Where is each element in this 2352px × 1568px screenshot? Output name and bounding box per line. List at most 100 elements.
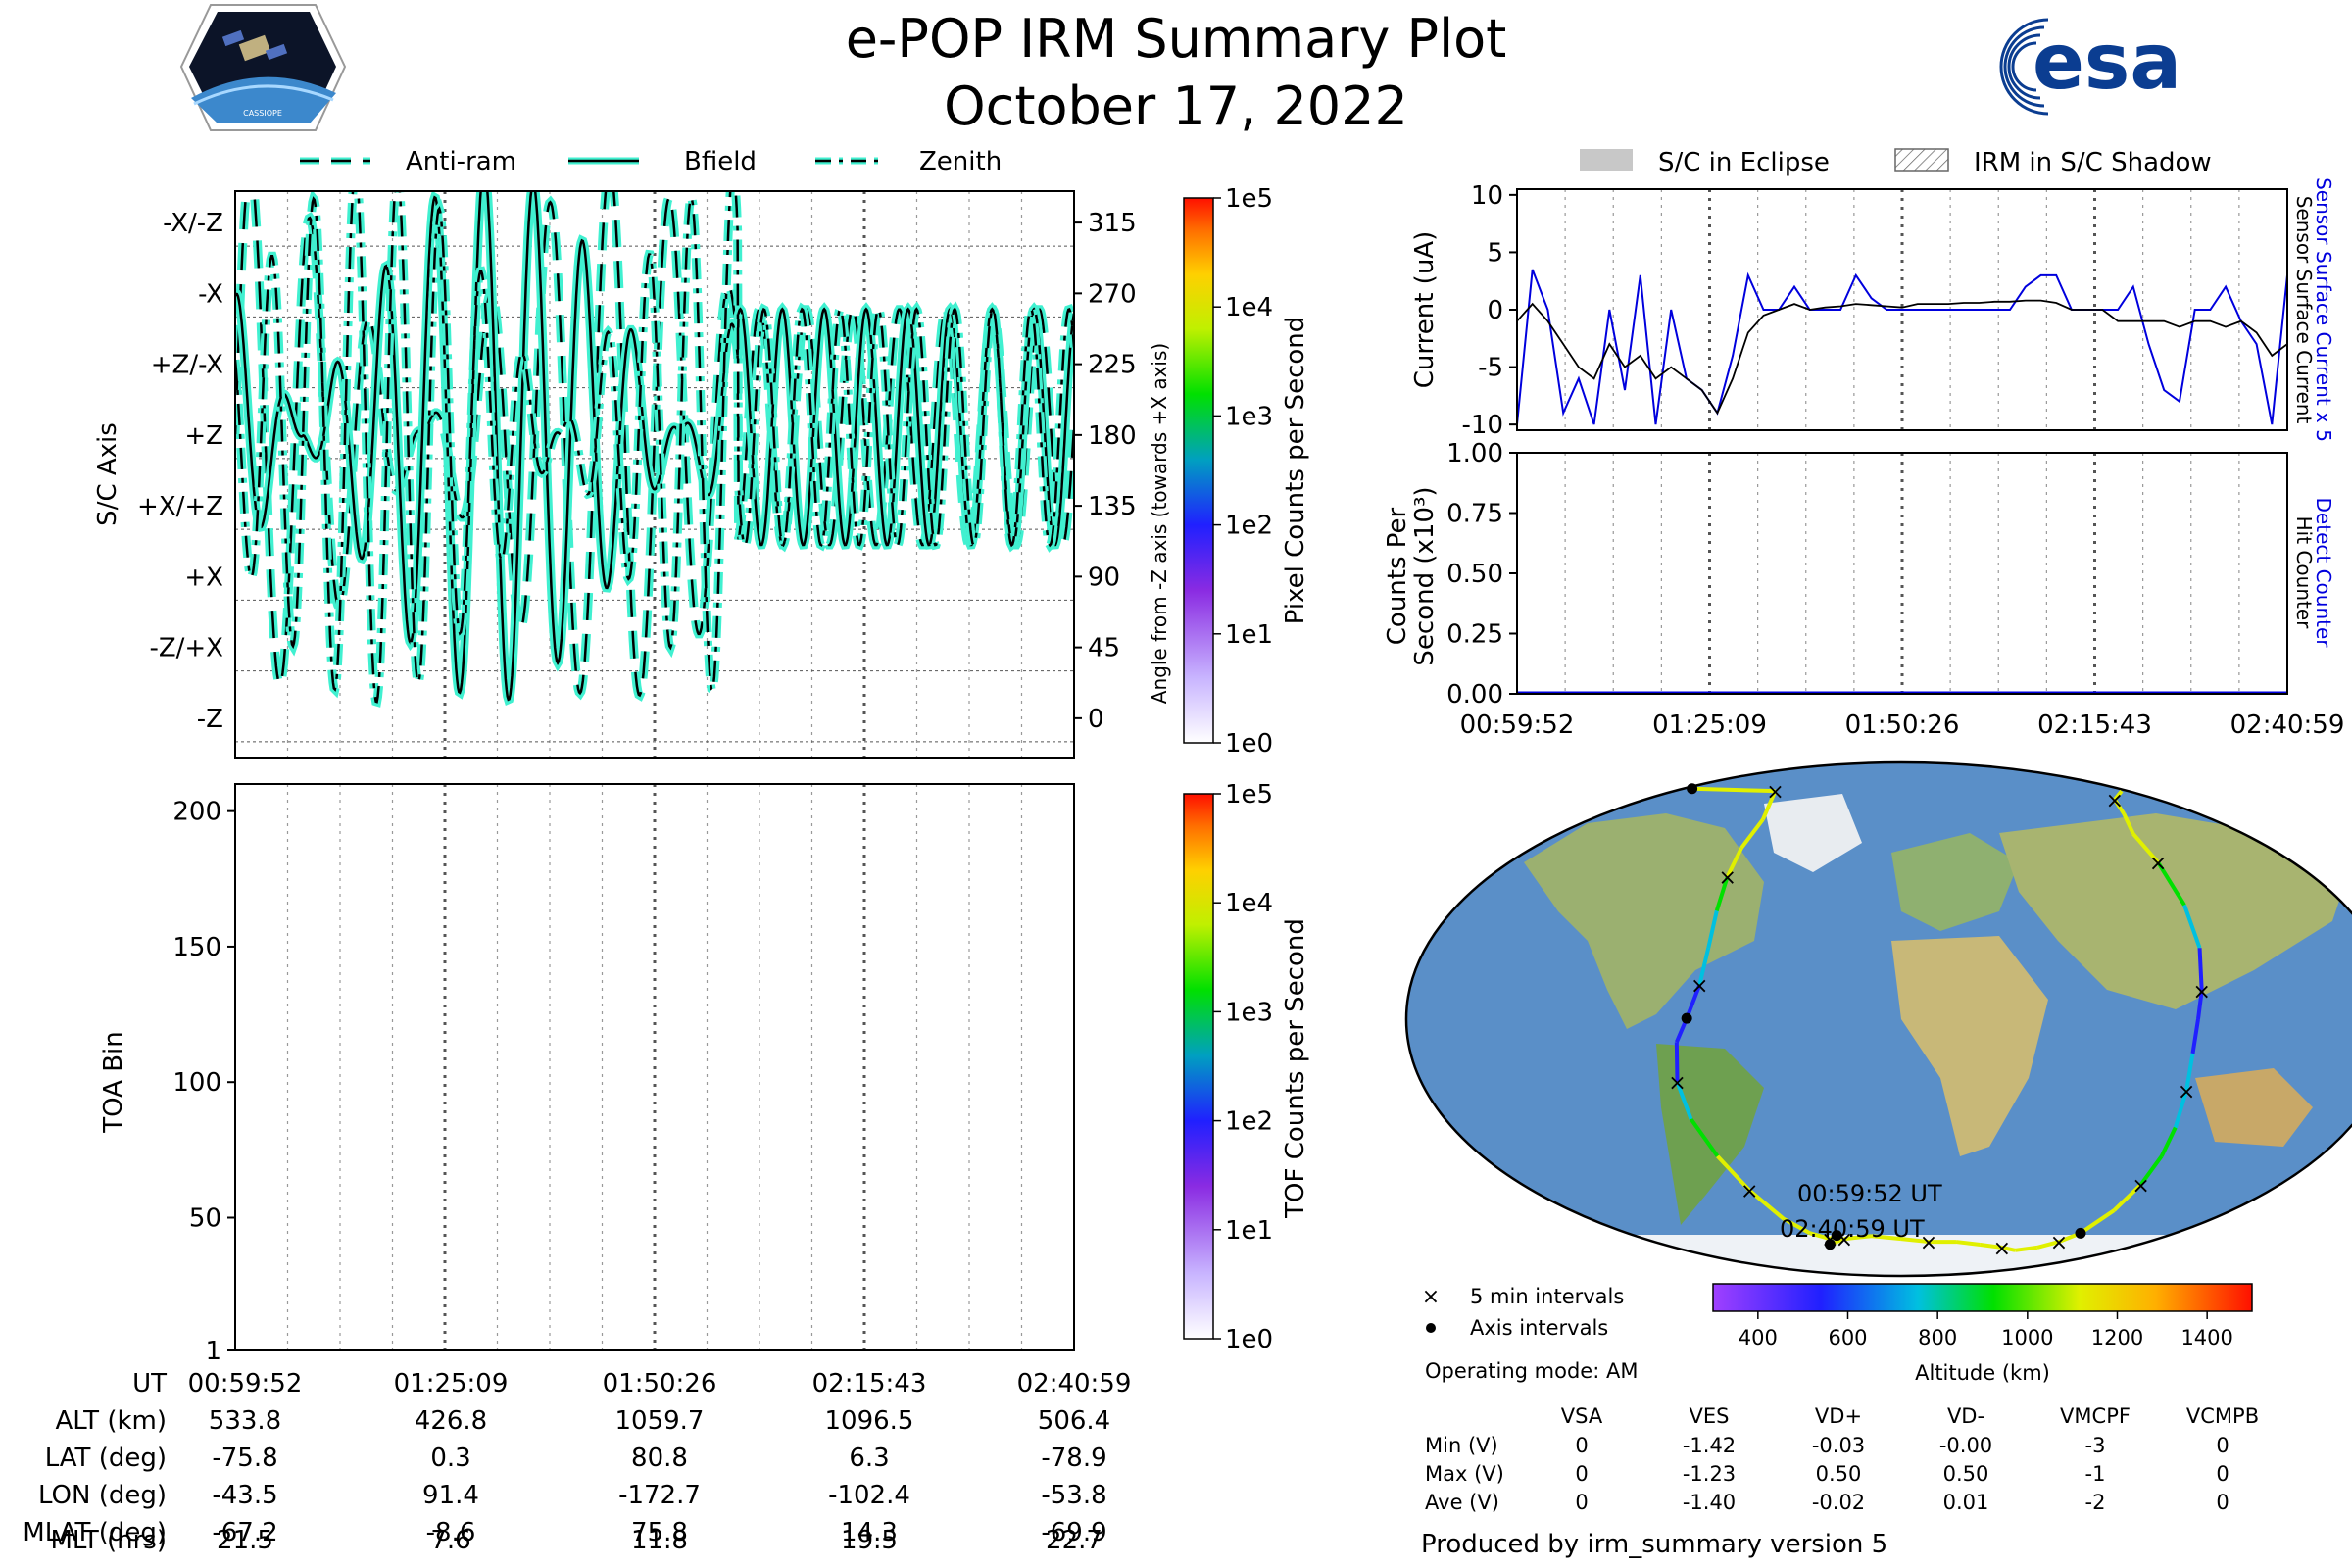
counts-tick-label: 0.00 <box>1446 680 1503 710</box>
cassiope-logo-text: CASSIOPE <box>243 109 282 118</box>
ephemeris-cell: 6.3 <box>849 1444 889 1473</box>
track-segment <box>2036 1240 2060 1250</box>
page-title: e-POP IRM Summary Plot <box>846 8 1507 70</box>
shadow-swatch <box>1894 148 1949 172</box>
ephemeris-cell: 21.5 <box>217 1526 273 1555</box>
altitude-tick-label: 1000 <box>2001 1326 2053 1349</box>
track-interval-marker: × <box>2050 1231 2068 1255</box>
voltage-cell: -0.03 <box>1812 1434 1865 1457</box>
colorbar-tick-label: 1e4 <box>1225 293 1273 322</box>
ephemeris-cell: 02:15:43 <box>812 1369 927 1398</box>
tof-frame <box>234 783 1075 1351</box>
track-segment <box>2182 904 2202 949</box>
voltage-row-label: Max (V) <box>1425 1462 1504 1486</box>
tof-grid <box>286 784 1023 1350</box>
attitude-angle-tick: 45 <box>1088 634 1120 663</box>
voltage-cell: 0 <box>1575 1434 1588 1457</box>
attitude-axis-label: -Z <box>197 705 223 734</box>
ephemeris-row-label: LON (deg) <box>38 1481 167 1510</box>
current-left-axis: 10 5 0 -5 -10 <box>1462 181 1517 440</box>
altitude-label: Altitude (km) <box>1915 1361 2050 1385</box>
track-axis-marker <box>1687 783 1698 795</box>
ground-track: ××××××××××××××× <box>1668 780 2211 1261</box>
counts-x-tick-label: 02:40:59 <box>2230 710 2345 740</box>
attitude-axis-label: +X <box>184 563 223 592</box>
operating-mode: Operating mode: AM <box>1425 1359 1638 1383</box>
voltage-cell: -1.40 <box>1683 1491 1736 1514</box>
ephemeris-row-label: MLAT (deg) <box>23 1518 167 1547</box>
north-america <box>1524 813 1764 1029</box>
track-segment <box>2196 990 2204 1020</box>
voltage-row-label: Ave (V) <box>1425 1491 1499 1514</box>
altitude-ticks: 400 600 800 1000 1200 1400 <box>1739 1311 2233 1349</box>
legend-5min: 5 min intervals <box>1470 1285 1624 1308</box>
colorbar-tick-label: 1e2 <box>1225 1107 1273 1137</box>
counts-grid <box>1564 453 2240 694</box>
track-segment <box>1783 1217 1811 1236</box>
counts-tick-label: 0.75 <box>1446 500 1503 529</box>
attitude-axis-label: -X/-Z <box>163 209 223 238</box>
page-date: October 17, 2022 <box>944 75 1408 137</box>
current-tick-label: 0 <box>1487 296 1503 325</box>
ephemeris-cell: 91.4 <box>422 1481 479 1510</box>
tof-ylabel: TOA Bin <box>99 1031 128 1133</box>
track-segment <box>1725 847 1743 878</box>
colorbar-tick-label: 1e1 <box>1225 620 1273 650</box>
ephemeris-cell: 00:59:52 <box>188 1369 303 1398</box>
ephemeris-cell: -67.2 <box>212 1518 277 1547</box>
ephemeris-cell: -53.8 <box>1041 1481 1106 1510</box>
attitude-curves <box>235 191 1074 708</box>
legend-axis: Axis intervals <box>1470 1316 1608 1340</box>
current-x5-line <box>1517 269 2287 425</box>
attitude-angle-tick: 270 <box>1088 279 1137 309</box>
current-right-label-black: Sensor Surface Current <box>2292 196 2316 424</box>
altitude-tick-label: 1200 <box>2091 1326 2143 1349</box>
colorbar-tick-label: 1e3 <box>1225 998 1273 1027</box>
ephemeris-cell: -75.8 <box>212 1444 277 1473</box>
attitude-axis-label: +Z/-X <box>151 351 223 380</box>
voltage-table: VSA VES VD+ VD- VMCPF VCMPB Min (V) 0 -1.42 -0.03… <box>1425 1404 2259 1514</box>
ephemeris-cell: -172.7 <box>618 1481 701 1510</box>
attitude-angle-tick: 135 <box>1088 492 1137 521</box>
bfield-curve <box>235 191 1074 702</box>
voltage-cell: -1.42 <box>1683 1434 1736 1457</box>
attitude-ylabel: S/C Axis <box>93 422 122 526</box>
altitude-tick-label: 1400 <box>2180 1326 2232 1349</box>
voltage-cell: 0 <box>2216 1462 2229 1486</box>
altitude-tick-label: 800 <box>1918 1326 1957 1349</box>
ephemeris-cell: 22.7 <box>1046 1526 1102 1555</box>
colorbar-tick-label: 1e3 <box>1225 402 1273 431</box>
current-plot: 10 5 0 -5 -10 Current (uA) Sensor Surface Cu… <box>1410 177 2335 442</box>
colorbar-tick-label: 1e5 <box>1225 780 1273 809</box>
ephemeris-cell: 506.4 <box>1038 1406 1110 1436</box>
legend-anti-ram: Anti-ram <box>406 147 516 176</box>
tof-colorbar-ticks: 1e0 1e1 1e2 1e3 1e4 1e5 <box>1213 780 1273 1354</box>
ephemeris-cell: 14.3 <box>841 1518 898 1547</box>
track-axis-marker <box>2075 1227 2086 1239</box>
eclipse-swatch <box>1580 149 1633 171</box>
track-interval-marker: × <box>1668 1071 1686 1096</box>
counts-right-label-blue: Detect Counter <box>2312 498 2335 649</box>
track-segment <box>1697 947 1711 986</box>
track-axis-marker <box>1824 1239 1836 1250</box>
footer: Produced by irm_summary version 5 <box>1421 1530 1887 1559</box>
axis-marker-icon <box>1426 1323 1436 1333</box>
track-segment <box>1685 984 1702 1019</box>
attitude-axis-label: +Z <box>184 421 223 451</box>
ephemeris-cell: 1096.5 <box>825 1406 914 1436</box>
pixel-colorbar-label: Pixel Counts per Second <box>1281 317 1310 625</box>
pixel-colorbar: 1e0 1e1 1e2 1e3 1e4 1e5 Pixel Counts per Seco… <box>1183 184 1310 759</box>
voltage-cell: 0.50 <box>1943 1462 1989 1486</box>
colorbar-tick-label: 1e1 <box>1225 1216 1273 1246</box>
ephemeris-cell: 80.8 <box>631 1444 688 1473</box>
track-segment <box>1980 1242 2003 1250</box>
track-interval-marker: × <box>1920 1231 1937 1255</box>
track-start-label: 00:59:52 UT <box>1797 1180 1942 1207</box>
counts-x-tick-label: 01:50:26 <box>1845 710 1960 740</box>
track-segment <box>1900 1237 1930 1245</box>
track-interval-marker: × <box>2106 789 2124 813</box>
counts-x-tick-label: 00:59:52 <box>1460 710 1575 740</box>
track-interval-marker: × <box>2149 852 2167 876</box>
counts-x-tick-label: 01:25:09 <box>1652 710 1767 740</box>
africa <box>1891 936 2048 1156</box>
